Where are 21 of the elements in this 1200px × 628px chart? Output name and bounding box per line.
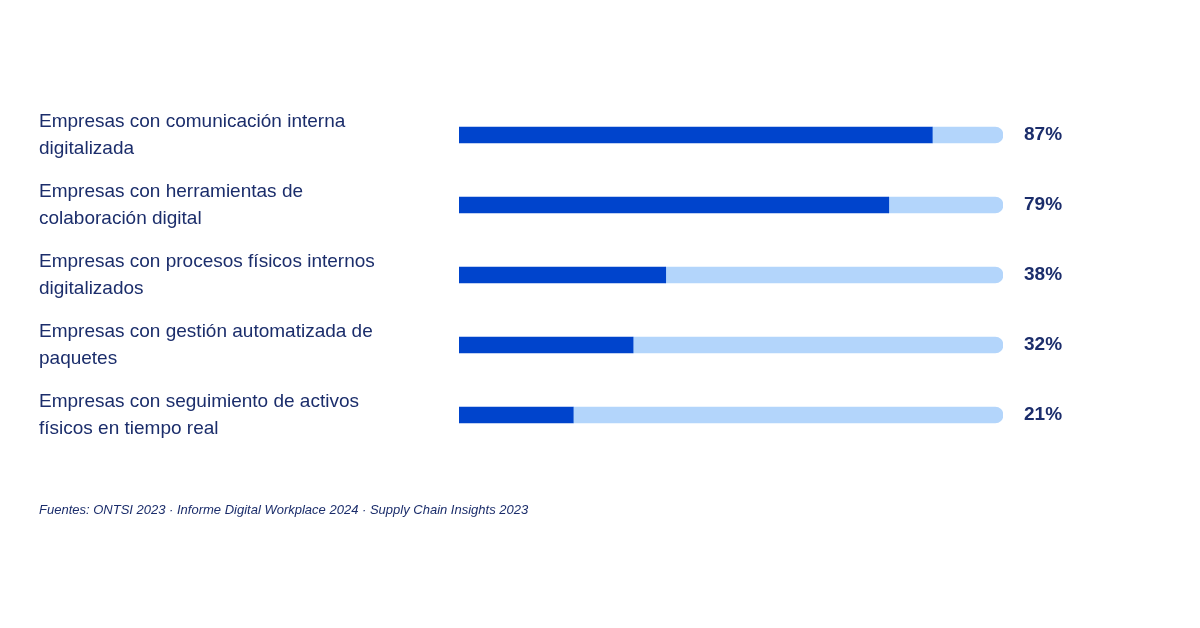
bar [459, 406, 574, 424]
y-tick-label: Empresas con gestión automatizada de paquetes [39, 319, 373, 368]
bar [931, 126, 1003, 144]
bar [572, 406, 1003, 424]
y-tick-label: Empresas con herramientas de colaboración digital [39, 179, 304, 228]
bar [665, 266, 1003, 284]
bar [459, 266, 667, 284]
bar [459, 126, 933, 144]
data-label: 21% [1024, 403, 1063, 425]
bar [632, 336, 1003, 354]
bar [459, 196, 890, 214]
bar [459, 336, 634, 354]
y-tick-label: Empresas con comunicación interna digitalizada [39, 109, 346, 158]
bar [888, 196, 1003, 214]
y-tick-label: Empresas con procesos físicos internos digitalizados [39, 249, 375, 298]
data-label: 32% [1024, 333, 1063, 355]
y-tick-label: Empresas con seguimiento de activos físicos en tiempo real [39, 389, 359, 438]
data-label: 79% [1024, 193, 1063, 215]
source-note: Fuentes: ONTSI 2023 · Informe Digital Workplace 2024 · Supply Chain Insights 2023 [39, 502, 529, 517]
data-label: 87% [1024, 123, 1063, 145]
data-label: 38% [1024, 263, 1063, 285]
